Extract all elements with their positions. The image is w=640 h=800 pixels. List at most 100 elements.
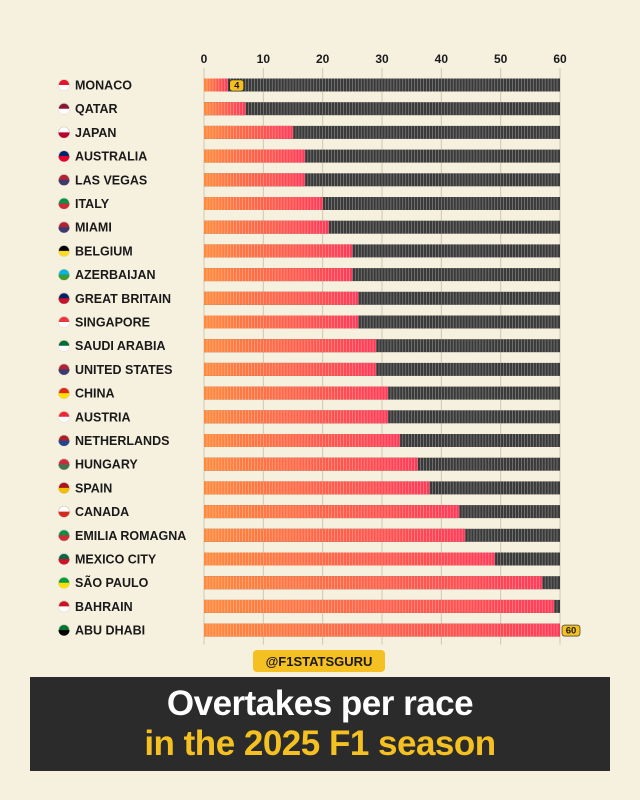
bar-row: MEXICO CITY xyxy=(58,552,560,567)
bar-segments xyxy=(206,599,558,613)
bar-row: BELGIUM xyxy=(58,244,560,258)
value-label: 4 xyxy=(234,81,240,92)
australia-flag-icon xyxy=(58,150,70,163)
mexico-flag-icon xyxy=(58,553,70,565)
bar-segments xyxy=(206,410,558,424)
canada-flag-icon xyxy=(58,505,70,518)
hungary-flag-icon xyxy=(58,458,70,471)
spain-flag-icon xyxy=(58,481,70,494)
bar-row: ABU DHABI 60 xyxy=(58,623,581,638)
bar-segments xyxy=(206,481,558,495)
bar-segments xyxy=(206,457,558,471)
bar-segments xyxy=(206,386,558,400)
bar-row: CHINA xyxy=(58,386,560,401)
bar xyxy=(204,173,305,187)
italy-flag-icon xyxy=(58,197,70,210)
country-label: CANADA xyxy=(75,505,129,519)
saudi-arabia-flag-icon xyxy=(58,339,70,352)
bar-segments xyxy=(206,505,558,519)
bar-row: ITALY xyxy=(58,197,560,211)
bar xyxy=(204,315,359,329)
bar-row: MIAMI xyxy=(58,220,560,235)
bar-row: AZERBAIJAN xyxy=(58,268,560,282)
bar-segments xyxy=(206,339,558,353)
bar xyxy=(204,339,377,353)
bar-segments xyxy=(206,291,558,305)
country-label: ABU DHABI xyxy=(75,624,145,638)
bar xyxy=(204,599,555,613)
bar-segments xyxy=(206,528,558,542)
overtakes-bar-chart: 0 10 20 30 40 50 60 MONACO 4 QATAR JAPAN AUSTRALIA… xyxy=(58,52,581,645)
country-label: EMILIA ROMAGNA xyxy=(75,529,186,543)
bar-row: JAPAN xyxy=(58,125,560,140)
bar xyxy=(204,505,460,519)
bar xyxy=(204,576,543,590)
country-label: AZERBAIJAN xyxy=(75,268,156,282)
bar-row: SPAIN xyxy=(58,481,560,495)
usa-flag-icon xyxy=(58,363,70,376)
belgium-flag-icon xyxy=(58,244,70,257)
bar-row: LAS VEGAS xyxy=(58,173,560,187)
usa-flag-icon xyxy=(58,173,70,186)
bar-row: GREAT BRITAIN xyxy=(58,291,560,306)
qatar-flag-icon xyxy=(58,102,70,115)
bar-segments xyxy=(206,125,558,139)
x-axis: 0 10 20 30 40 50 60 xyxy=(201,52,567,645)
bar-segments xyxy=(206,102,558,116)
uae-flag-icon xyxy=(58,624,70,636)
value-badge: 60 xyxy=(561,624,581,637)
japan-flag-icon xyxy=(58,126,70,139)
bar xyxy=(204,291,359,305)
austria-flag-icon xyxy=(58,410,70,423)
country-label: BAHRAIN xyxy=(75,600,133,614)
bar xyxy=(204,623,560,637)
bar-segments xyxy=(206,434,558,447)
bar-row: EMILIA ROMAGNA xyxy=(58,528,560,543)
bar xyxy=(204,410,388,424)
bar-row: SINGAPORE xyxy=(58,315,560,330)
bar xyxy=(204,102,246,116)
country-label: MEXICO CITY xyxy=(75,553,157,567)
bar xyxy=(204,244,353,258)
country-label: LAS VEGAS xyxy=(75,173,147,187)
bar xyxy=(204,268,353,282)
x-tick-label: 40 xyxy=(435,52,449,66)
italy-flag-icon xyxy=(58,529,70,542)
bar-segments xyxy=(206,149,558,163)
country-label: QATAR xyxy=(75,102,118,116)
bar xyxy=(204,481,430,495)
bar xyxy=(204,386,388,400)
singapore-flag-icon xyxy=(58,316,70,328)
bar xyxy=(204,149,305,163)
country-label: SAUDI ARABIA xyxy=(75,339,166,353)
bar xyxy=(204,125,293,139)
x-tick-label: 0 xyxy=(201,52,208,66)
bar-segments xyxy=(206,268,558,282)
x-tick-label: 20 xyxy=(316,52,330,66)
country-label: JAPAN xyxy=(75,126,116,140)
author-handle-badge: @F1STATSGURU xyxy=(253,650,385,672)
chart-title-line-1: Overtakes per race xyxy=(166,684,474,723)
bar-segments xyxy=(206,623,558,637)
bar-segments xyxy=(206,315,558,329)
bar xyxy=(204,552,495,566)
x-tick-label: 50 xyxy=(494,52,508,66)
country-label: AUSTRALIA xyxy=(75,150,147,164)
bar-remainder xyxy=(204,78,560,92)
azerbaijan-flag-icon xyxy=(58,268,70,281)
chart-title-line-2: in the 2025 F1 season xyxy=(144,724,496,763)
title-box: Overtakes per race in the 2025 F1 season xyxy=(30,677,610,771)
bar-segments xyxy=(206,244,558,258)
bar xyxy=(204,434,400,447)
bar-segments xyxy=(206,576,558,590)
country-label: HUNGARY xyxy=(75,458,138,472)
bar-row: BAHRAIN xyxy=(58,599,560,614)
bar-row: UNITED STATES xyxy=(58,362,560,377)
uk-flag-icon xyxy=(58,292,70,305)
bar-row: MONACO 4 xyxy=(58,78,560,93)
country-label: NETHERLANDS xyxy=(75,434,169,448)
bar-segments xyxy=(206,362,558,376)
bar-segments xyxy=(206,552,558,566)
country-label: MIAMI xyxy=(75,221,112,235)
bar-row: SÃO PAULO xyxy=(58,575,560,590)
